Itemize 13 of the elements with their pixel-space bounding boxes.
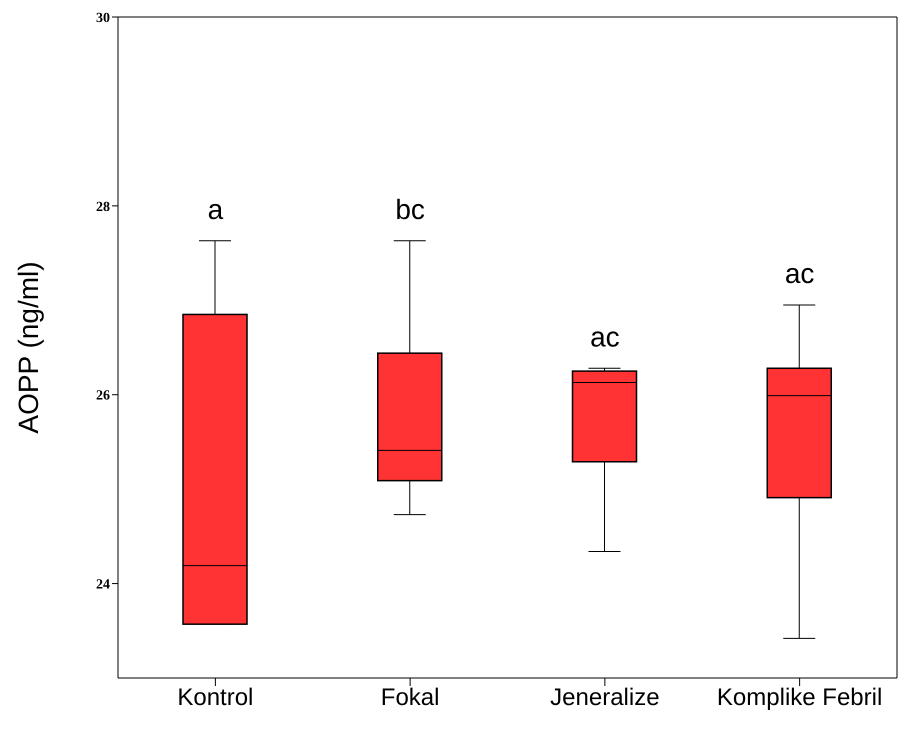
x-tick-label: Kontrol (177, 684, 254, 712)
x-tick-label: Jeneralize (550, 684, 660, 712)
y-tick-label: 28 (96, 200, 110, 215)
y-tick-label: 26 (96, 388, 110, 404)
annotation: bc (395, 194, 425, 225)
x-tick-label: Komplike Febril (716, 684, 882, 712)
y-axis-title: AOPP (ng/ml) (12, 261, 44, 434)
annotation: ac (590, 321, 620, 352)
annotation: a (208, 194, 224, 225)
y-tick-label: 24 (96, 578, 110, 593)
x-tick-label: Fokal (380, 684, 440, 712)
annotation: ac (784, 258, 814, 290)
y-tick-label: 30 (96, 10, 110, 26)
